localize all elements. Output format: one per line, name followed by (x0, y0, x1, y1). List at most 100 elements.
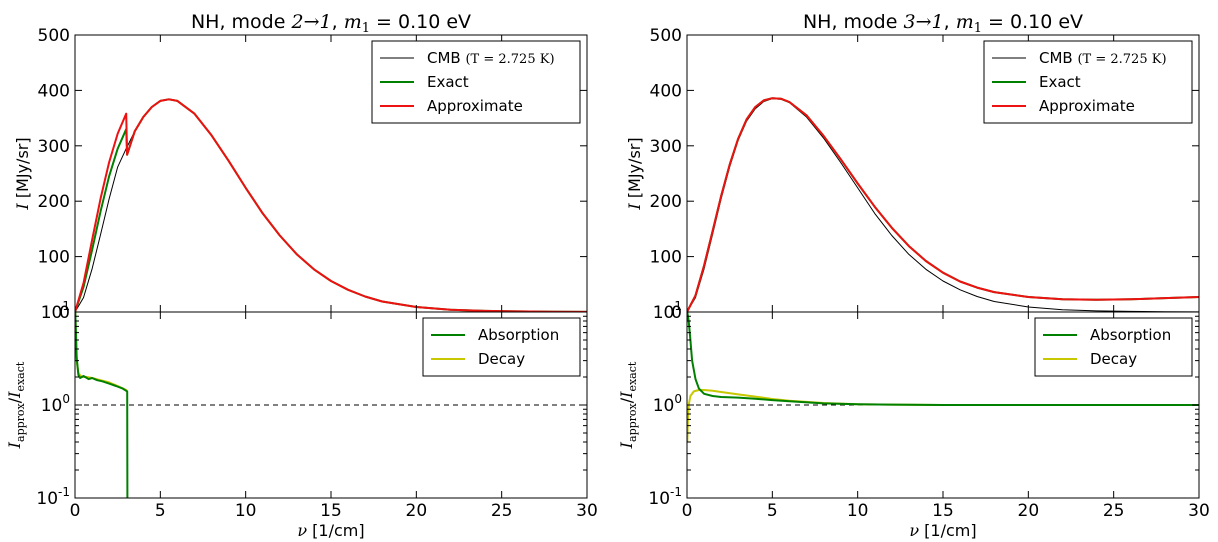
y-tick-label: 100 (41, 392, 70, 416)
x-tick-label: 30 (576, 501, 598, 521)
y-tick-label: 300 (650, 137, 682, 157)
x-tick-label: 10 (847, 501, 869, 521)
y-label-subscript-num: approx (626, 402, 639, 442)
y-tick-label: 200 (650, 192, 682, 212)
y-axis-label: I [MJy/sr] (625, 137, 644, 210)
x-label-unit: [1/cm] (919, 521, 977, 540)
legend-label: Absorption (478, 326, 559, 344)
legend: Absorption Decay (1034, 317, 1193, 377)
y-label-unit: [MJy/sr] (13, 137, 32, 203)
legend-math: (T = 2.725 K) (465, 52, 554, 67)
x-label-symbol: ν (909, 521, 919, 540)
y-label-subscript-den: exact (14, 361, 27, 391)
y-tick-label: 400 (650, 81, 682, 101)
y-tick-exponent: -1 (58, 485, 70, 499)
y-axis-label: Iapprox/Iexact (5, 361, 27, 449)
series-line-absorption (75, 312, 129, 498)
legend-label: Approximate (1039, 97, 1135, 115)
x-tick-label: 20 (1018, 501, 1040, 521)
legend: CMB (T = 2.725 K) Exact Approximate (983, 40, 1193, 124)
x-tick-label: 0 (682, 501, 693, 521)
title-mass-value: = 0.10 eV (370, 11, 471, 33)
y-tick-label: 0 (59, 303, 70, 323)
legend-entry: Exact (427, 73, 469, 91)
y-label-symbol-2: I (5, 391, 24, 399)
y-axis-label: I [MJy/sr] (13, 137, 32, 210)
legend-label: Approximate (427, 97, 523, 115)
chart-panel-3: 0 100 200 300 400 500 NH, mode 3→1, m1 = 0.10 … (625, 11, 1200, 323)
y-label-slash: / (617, 397, 636, 403)
x-tick-label: 10 (235, 501, 257, 521)
x-tick-label: 0 (70, 501, 81, 521)
y-label-symbol: I (625, 203, 644, 211)
legend-entry: Approximate (1039, 97, 1135, 115)
y-tick-label: 400 (38, 81, 70, 101)
y-tick-label: 300 (38, 137, 70, 157)
legend-entry: CMB (T = 2.725 K) (1039, 49, 1167, 67)
y-label-symbol: I (617, 441, 636, 449)
y-tick-base: 10 (653, 303, 675, 323)
title-mass-subscript: 1 (362, 21, 370, 36)
y-tick-base: 10 (36, 489, 58, 509)
y-tick-label: 10-1 (648, 485, 682, 509)
y-label-symbol-2: I (617, 391, 636, 399)
y-label-symbol: I (13, 203, 32, 211)
y-tick-label: 500 (650, 26, 682, 46)
y-tick-label: 200 (38, 192, 70, 212)
series-line-exact (687, 97, 1199, 312)
y-tick-exponent: -1 (670, 485, 682, 499)
y-tick-label: 101 (41, 299, 70, 323)
y-tick-base: 10 (648, 489, 670, 509)
legend-label: Absorption (1090, 326, 1171, 344)
x-axis-label: ν [1/cm] (909, 521, 976, 540)
y-tick-exponent: 0 (674, 392, 682, 406)
legend-label: CMB (1039, 49, 1077, 67)
legend-label: CMB (427, 49, 465, 67)
y-tick-label: 100 (650, 248, 682, 268)
x-tick-label: 25 (491, 501, 513, 521)
title-mass-value: = 0.10 eV (982, 11, 1083, 33)
y-tick-exponent: 1 (674, 299, 682, 313)
title-mass-symbol: m (344, 11, 362, 33)
legend-math: (T = 2.725 K) (1077, 52, 1166, 67)
legend-label: Exact (1039, 73, 1081, 91)
title-separator: , (332, 11, 344, 33)
y-tick-label: 0 (671, 303, 682, 323)
y-tick-label: 500 (38, 26, 70, 46)
x-tick-label: 20 (406, 501, 428, 521)
legend-entry: Decay (1090, 350, 1137, 368)
y-tick-base: 10 (41, 303, 63, 323)
y-axis-label: Iapprox/Iexact (617, 361, 639, 449)
y-label-subscript-den: exact (626, 361, 639, 391)
x-label-unit: [1/cm] (307, 521, 365, 540)
y-tick-exponent: 0 (62, 392, 70, 406)
title-mass-symbol: m (956, 11, 974, 33)
chart-title: NH, mode 3→1, m1 = 0.10 eV (803, 11, 1083, 36)
y-tick-label: 100 (38, 248, 70, 268)
title-transition: 2→1 (290, 11, 331, 33)
legend-box (1034, 317, 1193, 377)
y-tick-label: 101 (653, 299, 682, 323)
x-tick-label: 5 (155, 501, 166, 521)
series-line-cmb-t-k (687, 98, 1199, 312)
title-mass-subscript: 1 (974, 21, 982, 36)
title-prefix: NH, mode (191, 11, 292, 33)
title-separator: , (944, 11, 956, 33)
y-tick-label: 10-1 (36, 485, 70, 509)
legend-box (422, 317, 581, 377)
legend-label: Decay (1090, 350, 1137, 368)
series-line-approximate (687, 97, 1199, 312)
y-tick-exponent: 1 (62, 299, 70, 313)
y-tick-base: 10 (41, 396, 63, 416)
legend: CMB (T = 2.725 K) Exact Approximate (371, 40, 581, 124)
x-tick-label: 15 (932, 501, 954, 521)
legend-entry: Exact (1039, 73, 1081, 91)
y-tick-label: 100 (653, 392, 682, 416)
series-line-approximate (75, 98, 587, 312)
x-axis-label: ν [1/cm] (297, 521, 364, 540)
title-prefix: NH, mode (803, 11, 904, 33)
legend-entry: Approximate (427, 97, 523, 115)
